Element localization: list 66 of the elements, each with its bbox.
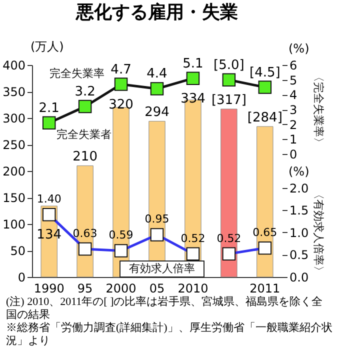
point — [42, 116, 56, 130]
data-label: 0.65 — [252, 226, 278, 240]
point — [222, 73, 236, 86]
data-label: 3.2 — [74, 84, 96, 100]
x-tick-label: 2000 — [106, 282, 136, 296]
data-label: 1.40 — [36, 192, 62, 206]
series-label: 有効求人倍率 — [129, 262, 195, 275]
y-tick-label: 250 — [2, 138, 26, 152]
point — [150, 82, 164, 96]
data-label: 4.7 — [110, 62, 132, 78]
y2-tick-label: 2 — [290, 118, 298, 132]
y2-tick-label: 3 — [290, 103, 298, 118]
data-label: [4.5] — [250, 65, 280, 80]
y-tick-label: 200 — [2, 164, 26, 178]
data-label: 2.1 — [38, 100, 60, 116]
data-label: 4.4 — [146, 66, 168, 82]
text: 〈有効求人倍率〉 — [312, 188, 325, 276]
y3-tick-label: 0.5 — [290, 248, 309, 262]
y2-tick-label: 6 — [290, 58, 298, 72]
data-label: 294 — [144, 105, 170, 120]
text: ※総務省「労働力調査(詳細集計)」、厚生労働省「一般職業紹介状況」より — [6, 322, 333, 348]
data-label: 0.52 — [180, 232, 206, 245]
y-tick-label: 400 — [2, 58, 26, 72]
y2-tick-label: 0 — [290, 148, 298, 162]
y2-axis-title: (%) — [288, 42, 310, 56]
text: (注) 2010、2011年の[ ]の比率は岩手県、宮城県、福島県を除く全国の結果 — [6, 296, 324, 322]
point — [258, 80, 272, 94]
y2-tick-label: 4 — [290, 88, 298, 102]
y2-tick-label: 5 — [290, 73, 298, 88]
y3-tick-label: 1.0 — [290, 226, 309, 240]
data-label: 5.1 — [182, 56, 204, 72]
x-tick-label: 1990 — [34, 282, 64, 296]
data-label: 0.95 — [144, 212, 170, 226]
y3-tick-label: 0.0 — [290, 270, 309, 284]
x-tick-label: 2010 — [178, 282, 208, 296]
data-label: 134 — [36, 228, 62, 243]
y-tick-label: 150 — [2, 191, 26, 205]
data-label: [284] — [247, 110, 282, 126]
point — [114, 78, 128, 91]
data-label: 0.63 — [72, 226, 98, 240]
y3-tick-label: 1.5 — [290, 204, 309, 218]
y-tick-label: 50 — [10, 244, 26, 258]
x-tick-label: 95 — [77, 282, 93, 296]
y3-axis-title: (%) — [288, 164, 310, 178]
data-label: [5.0] — [214, 58, 244, 73]
data-label: 210 — [72, 150, 98, 165]
data-label: 320 — [108, 97, 134, 112]
point — [186, 72, 200, 85]
data-label: 334 — [180, 91, 206, 106]
data-label: 0.52 — [216, 232, 242, 245]
y-tick-label: 100 — [2, 218, 26, 232]
point — [78, 100, 92, 114]
y-tick-label: 0 — [18, 270, 26, 284]
y-axis-title: (万人) — [30, 40, 64, 54]
series-label: 完全失業者 — [56, 128, 112, 141]
y-tick-label: 350 — [2, 85, 26, 99]
y3-tick-label: 2.0 — [290, 181, 309, 196]
y2-tick-label: 1 — [290, 132, 298, 147]
data-label: 0.59 — [108, 228, 134, 242]
text: 〈完全失業率〉 — [312, 71, 325, 148]
data-label: [317] — [211, 92, 246, 108]
y-tick-label: 300 — [2, 112, 26, 126]
series-label: 完全失業率 — [50, 67, 104, 80]
x-tick-label: 05 — [149, 282, 165, 296]
chart-title: 悪化する雇用・失業 — [75, 2, 238, 23]
x-tick-label: 2011 — [250, 282, 280, 296]
